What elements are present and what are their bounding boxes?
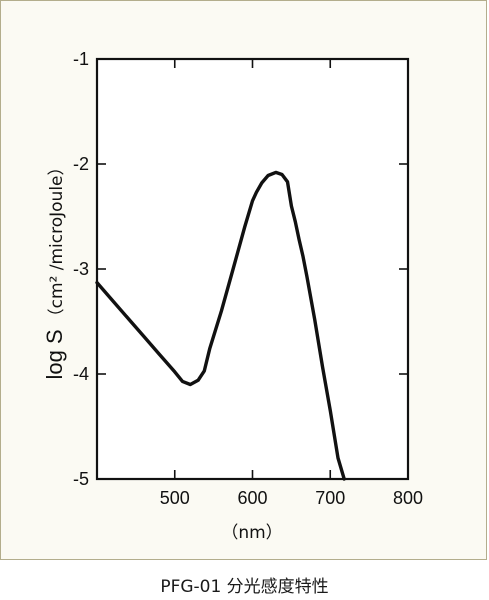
tick-labels: -1 -2 -3 -4 -5 500 600 700 800	[73, 49, 423, 508]
spectral-sensitivity-chart: -1 -2 -3 -4 -5 500 600 700 800 （nm） log S （cm² /m…	[42, 49, 423, 543]
y-tick-label: -4	[73, 364, 89, 384]
axis-ticks	[97, 58, 409, 480]
y-axis-unit: （cm² /microJoule）	[47, 158, 67, 325]
series-line	[95, 170, 346, 481]
x-tick-label: 500	[160, 488, 190, 508]
plot-area	[95, 57, 410, 481]
x-tick-label: 600	[237, 488, 267, 508]
y-axis-label: log S	[42, 329, 67, 379]
y-axis-label-group: log S （cm² /microJoule）	[42, 158, 67, 379]
y-tick-label: -2	[73, 154, 89, 174]
y-tick-label: -3	[73, 259, 89, 279]
x-tick-label: 700	[315, 488, 345, 508]
y-tick-label: -5	[73, 469, 89, 489]
x-tick-label: 800	[393, 488, 423, 508]
svg-text:log S（cm² /microJoule）: log S （cm² /microJoule）	[42, 158, 67, 379]
x-axis-label: （nm）	[221, 523, 282, 543]
y-tick-label: -1	[73, 49, 89, 69]
figure-caption: PFG-01 分光感度特性	[160, 577, 329, 597]
